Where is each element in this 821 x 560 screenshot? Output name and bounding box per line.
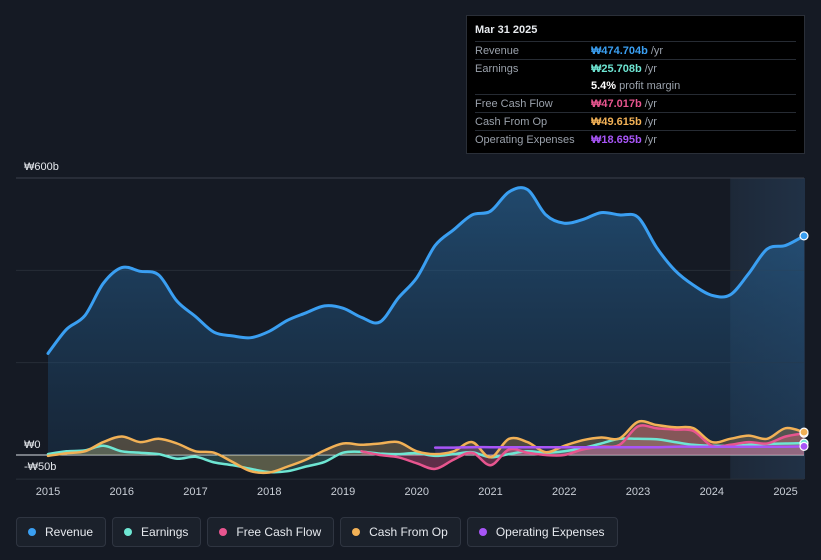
legend-item-free-cash-flow[interactable]: Free Cash Flow <box>207 517 335 547</box>
x-tick-label: 2019 <box>331 486 355 498</box>
y-axis-top-label: ₩600b <box>24 161 59 173</box>
tooltip-row-revenue: Revenue ₩474.704b /yr <box>475 41 796 59</box>
tooltip-unit: /yr <box>644 97 657 110</box>
free-cash-flow-area <box>361 425 804 469</box>
tooltip-unit: /yr <box>644 133 657 146</box>
tooltip-label: Earnings <box>475 62 519 75</box>
tooltip-value: ₩18.695b <box>591 133 642 146</box>
x-tick-label: 2016 <box>110 486 134 498</box>
y-axis-zero-label: ₩0 <box>24 439 41 451</box>
legend-dot-icon <box>219 528 228 536</box>
cash-from-op-area <box>48 421 804 473</box>
tooltip-value: ₩47.017b <box>591 97 642 110</box>
revenue-endpoint <box>799 231 809 241</box>
free-cash-flow-line <box>360 424 806 471</box>
tooltip-value: ₩49.615b <box>591 115 642 128</box>
tooltip-row-opex: Operating Expenses ₩18.695b /yr <box>475 130 796 148</box>
x-tick-label: 2022 <box>552 486 576 498</box>
y-axis-bottom-label: -₩50b <box>24 461 56 473</box>
tooltip-row-earnings: Earnings ₩25.708b /yr <box>475 59 796 77</box>
data-tooltip: Mar 31 2025 Revenue ₩474.704b /yr Earnin… <box>466 15 805 154</box>
tooltip-label: Revenue <box>475 44 520 57</box>
tooltip-row-margin: 5.4% profit margin <box>475 77 796 94</box>
tooltip-value: 5.4% <box>591 79 617 92</box>
operating-expenses-line <box>433 445 806 449</box>
x-tick-label: 2024 <box>700 486 724 498</box>
legend-dot-icon <box>352 528 361 536</box>
x-tick-label: 2021 <box>478 486 502 498</box>
legend-item-earnings[interactable]: Earnings <box>112 517 202 547</box>
legend-dot-icon <box>28 528 36 536</box>
tooltip-label: Cash From Op <box>475 115 548 128</box>
cash-from-op-line <box>46 419 806 475</box>
legend-label: Cash From Op <box>369 525 448 539</box>
tooltip-unit: /yr <box>644 62 657 75</box>
x-axis-ticks: 2015 2016 2017 2018 2019 2020 2021 2022 2023 2024… <box>36 486 798 498</box>
legend-dot-icon <box>478 528 487 536</box>
cash-from-op-endpoint <box>799 427 809 437</box>
tooltip-row-cfo: Cash From Op ₩49.615b /yr <box>475 112 796 130</box>
legend-item-revenue[interactable]: Revenue <box>16 517 107 547</box>
operating-expenses-endpoint <box>799 441 809 451</box>
series-lines <box>46 186 806 475</box>
revenue-area <box>48 187 804 455</box>
chart-legend: Revenue Earnings Free Cash Flow Cash Fro… <box>16 517 618 547</box>
x-tick-label: 2020 <box>405 486 429 498</box>
revenue-line <box>46 186 806 355</box>
tooltip-unit: /yr <box>650 44 664 57</box>
legend-label: Revenue <box>45 525 94 539</box>
x-tick-label: 2018 <box>257 486 281 498</box>
tooltip-unit: /yr <box>644 115 657 128</box>
tooltip-unit: profit margin <box>619 79 681 92</box>
legend-label: Free Cash Flow <box>236 525 322 539</box>
x-tick-label: 2017 <box>183 486 207 498</box>
legend-label: Earnings <box>141 525 189 539</box>
series-endpoints <box>799 231 809 451</box>
tooltip-date: Mar 31 2025 <box>475 24 538 36</box>
x-tick-label: 2025 <box>773 486 797 498</box>
legend-label: Operating Expenses <box>495 525 605 539</box>
legend-item-operating-expenses[interactable]: Operating Expenses <box>466 517 618 547</box>
legend-dot-icon <box>124 528 133 536</box>
tooltip-label: Free Cash Flow <box>475 97 553 110</box>
tooltip-label: Operating Expenses <box>475 133 575 146</box>
tooltip-row-fcf: Free Cash Flow ₩47.017b /yr <box>475 94 796 112</box>
x-tick-label: 2015 <box>36 486 60 498</box>
tooltip-value: ₩25.708b <box>591 62 642 75</box>
legend-item-cash-from-op[interactable]: Cash From Op <box>340 517 461 547</box>
tooltip-value: ₩474.704b <box>591 44 648 57</box>
x-tick-label: 2023 <box>626 486 650 498</box>
